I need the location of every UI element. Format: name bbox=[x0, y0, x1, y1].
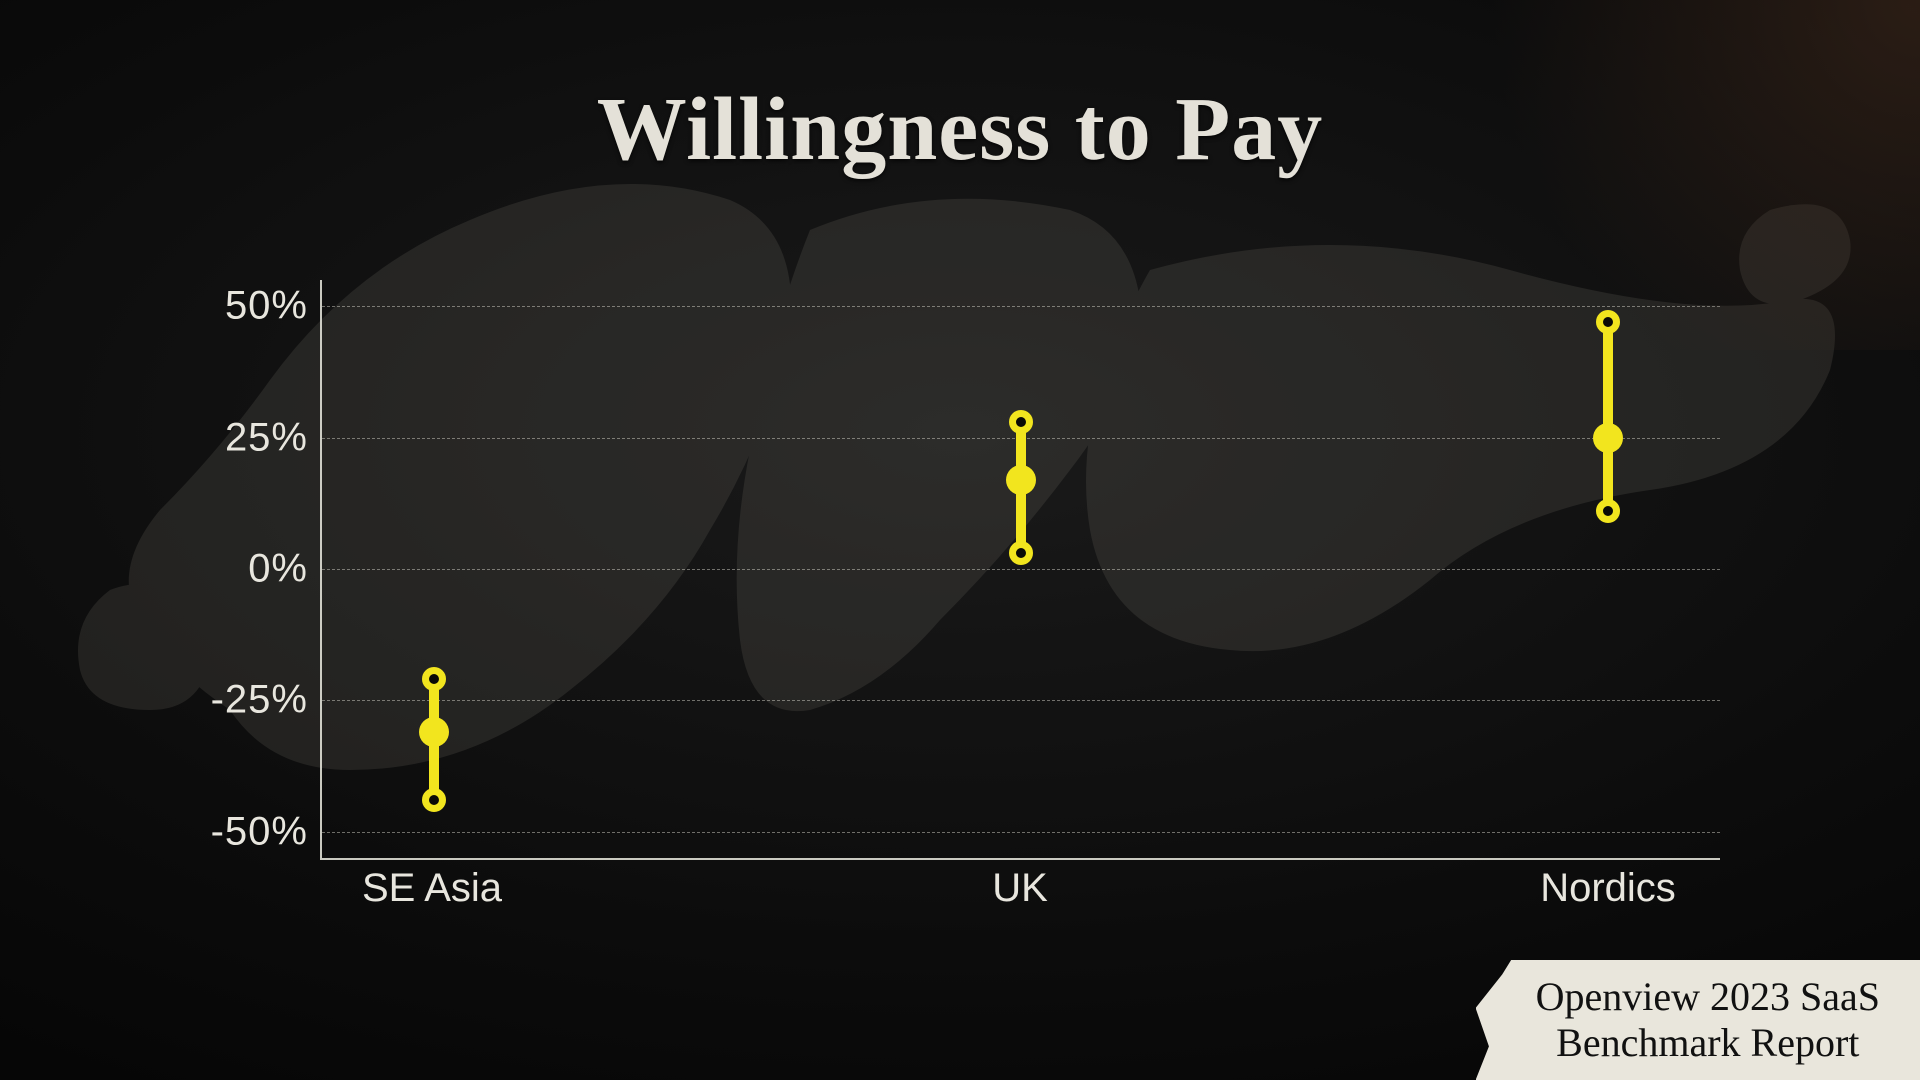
slide: Willingness to Pay 50% 25% 0% -25% -50% SE A… bbox=[0, 0, 1920, 1080]
y-tick-label: -50% bbox=[211, 809, 308, 854]
range-high-marker bbox=[422, 667, 446, 691]
x-tick-label: UK bbox=[992, 866, 1048, 911]
range-bar bbox=[1603, 322, 1613, 511]
y-tick-label: -25% bbox=[211, 678, 308, 723]
x-tick-label: Nordics bbox=[1540, 866, 1676, 911]
chart: 50% 25% 0% -25% -50% SE Asia UK Nordics bbox=[160, 280, 1720, 920]
data-series bbox=[414, 280, 454, 858]
range-mid-marker bbox=[1593, 423, 1623, 453]
x-tick-label: SE Asia bbox=[362, 866, 502, 911]
range-mid-marker bbox=[419, 717, 449, 747]
range-low-marker bbox=[422, 788, 446, 812]
source-line-2: Benchmark Report bbox=[1536, 1020, 1880, 1066]
range-low-marker bbox=[1009, 541, 1033, 565]
source-citation: Openview 2023 SaaS Benchmark Report bbox=[1476, 960, 1920, 1080]
data-series bbox=[1001, 280, 1041, 858]
range-mid-marker bbox=[1006, 465, 1036, 495]
y-tick-label: 50% bbox=[225, 284, 308, 329]
x-axis-labels: SE Asia UK Nordics bbox=[320, 860, 1720, 920]
plot-area bbox=[320, 280, 1720, 860]
y-tick-label: 25% bbox=[225, 415, 308, 460]
data-series bbox=[1588, 280, 1628, 858]
y-tick-label: 0% bbox=[248, 547, 308, 592]
range-high-marker bbox=[1596, 310, 1620, 334]
range-high-marker bbox=[1009, 410, 1033, 434]
range-low-marker bbox=[1596, 499, 1620, 523]
source-line-1: Openview 2023 SaaS bbox=[1536, 974, 1880, 1020]
chart-title: Willingness to Pay bbox=[0, 78, 1920, 181]
